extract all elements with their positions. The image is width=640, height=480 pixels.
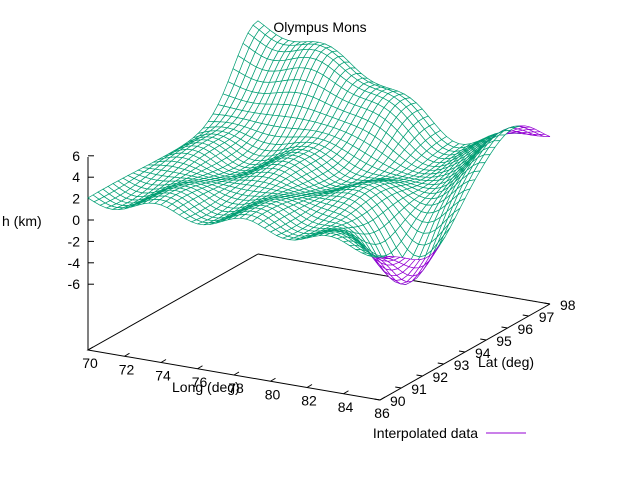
y-tick-label: 98 xyxy=(560,297,576,313)
y-tick-label: 96 xyxy=(518,321,534,337)
y-axis-label: Lat (deg) xyxy=(478,354,534,370)
x-tick-label: 76 xyxy=(192,374,208,390)
y-tick-mark xyxy=(416,374,423,377)
z-tick-label: -4 xyxy=(68,255,81,271)
x-tick-label: 86 xyxy=(374,405,390,421)
z-tick-label: 6 xyxy=(72,148,80,164)
z-tick-label: -2 xyxy=(68,233,81,249)
x-tick-mark xyxy=(343,390,349,395)
z-tick-label: 0 xyxy=(72,212,80,228)
x-tick-mark xyxy=(379,396,386,401)
chart-title: Olympus Mons xyxy=(273,19,366,35)
z-tick-label: 4 xyxy=(72,169,80,185)
x-tick-mark xyxy=(124,352,130,357)
x-tick-label: 80 xyxy=(265,386,281,402)
y-tick-label: 92 xyxy=(433,369,449,385)
y-tick-mark xyxy=(458,350,466,353)
x-tick-mark xyxy=(306,384,313,388)
legend: Interpolated data xyxy=(373,425,526,441)
y-tick-label: 97 xyxy=(539,309,555,325)
surface-mesh xyxy=(87,20,551,285)
y-tick-label: 90 xyxy=(390,393,406,409)
mesh-cell xyxy=(373,256,386,258)
y-tick-label: 91 xyxy=(411,381,427,397)
y-tick-label: 94 xyxy=(475,345,491,361)
z-tick-label: 2 xyxy=(72,191,80,207)
y-tick-mark xyxy=(437,362,444,365)
z-tick-label: -6 xyxy=(68,276,81,292)
y-tick-mark xyxy=(522,314,529,317)
y-tick-mark xyxy=(480,338,487,341)
x-axis-label: Long (deg) xyxy=(172,379,240,395)
x-tick-label: 78 xyxy=(228,380,244,396)
x-tick-label: 84 xyxy=(338,399,354,415)
y-tick-mark xyxy=(395,386,402,389)
x-tick-mark xyxy=(270,377,276,382)
y-tick-label: 95 xyxy=(496,333,512,349)
y-tick-label: 93 xyxy=(454,357,470,373)
x-tick-label: 74 xyxy=(155,368,171,384)
y-tick-mark xyxy=(373,398,381,401)
y-tick-mark xyxy=(543,302,551,305)
y-tick-mark xyxy=(501,326,508,329)
axes xyxy=(86,155,551,401)
x-tick-label: 70 xyxy=(82,355,98,371)
legend-label: Interpolated data xyxy=(373,425,478,441)
x-tick-label: 82 xyxy=(301,393,317,409)
z-axis-label: h (km) xyxy=(2,213,42,229)
x-tick-label: 72 xyxy=(119,361,135,377)
x-tick-mark xyxy=(233,371,240,376)
x-tick-mark xyxy=(87,346,94,351)
x-tick-mark xyxy=(197,365,203,370)
x-tick-mark xyxy=(160,359,167,363)
